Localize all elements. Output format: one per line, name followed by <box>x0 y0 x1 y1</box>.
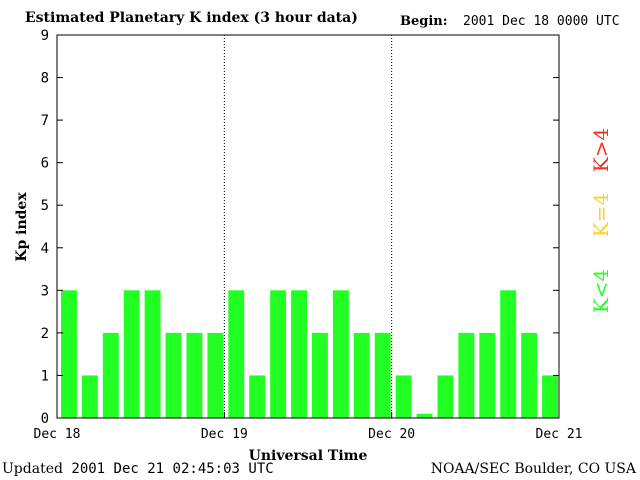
kp-bar <box>479 332 496 418</box>
y-tick-label: 9 <box>41 28 49 44</box>
updated-timestamp: Updated 2001 Dec 21 02:45:03 UTC <box>2 461 274 477</box>
legend-equal: K=4 <box>589 192 613 238</box>
plot-frame <box>56 34 560 419</box>
updated-value: 2001 Dec 21 02:45:03 UTC <box>71 461 274 477</box>
kp-bar <box>270 290 287 418</box>
x-tick-label: Dec 20 <box>368 427 415 442</box>
updated-label: Updated <box>2 461 63 477</box>
chart-title: Estimated Planetary K index (3 hour data… <box>25 10 358 26</box>
x-axis-label: Universal Time <box>248 448 368 464</box>
y-tick-label: 4 <box>41 241 49 257</box>
kp-bar <box>81 375 98 418</box>
kp-bar <box>186 332 203 418</box>
y-axis-label: Kp index <box>14 192 30 262</box>
y-tick-label: 5 <box>41 198 49 214</box>
kp-bar <box>61 290 77 418</box>
kp-bar <box>249 375 266 418</box>
kp-bar <box>332 290 349 418</box>
kp-bar <box>542 375 558 418</box>
kp-bar <box>291 290 307 418</box>
credit-text: NOAA/SEC Boulder, CO USA <box>430 461 636 477</box>
kp-bar <box>102 332 119 418</box>
y-tick-label: 3 <box>41 283 49 299</box>
x-tick-label: Dec 21 <box>536 427 583 442</box>
kp-bar <box>458 332 475 418</box>
kp-bar <box>395 375 412 418</box>
x-tick-label: Dec 18 <box>34 427 81 442</box>
y-tick-label: 6 <box>41 156 49 172</box>
begin-label: Begin: <box>400 14 448 29</box>
x-tick-label: Dec 19 <box>201 427 248 442</box>
kp-bar <box>144 290 161 418</box>
begin-value: 2001 Dec 18 0000 UTC <box>463 14 620 29</box>
kp-bar <box>228 290 245 418</box>
kp-bar <box>500 290 517 418</box>
y-tick-label: 2 <box>41 326 49 342</box>
y-tick-label: 7 <box>41 113 49 129</box>
kp-bar <box>521 332 538 418</box>
y-tick-label: 1 <box>41 368 49 384</box>
kp-bar <box>312 332 328 418</box>
legend-low: K<4 <box>589 268 613 314</box>
kp-bar <box>165 332 182 418</box>
kp-bar <box>437 375 454 418</box>
y-tick-label: 8 <box>41 71 49 87</box>
kp-bar <box>207 332 224 418</box>
y-tick-label: 0 <box>41 411 49 427</box>
kp-bar <box>353 332 370 418</box>
legend-high: K>4 <box>589 127 613 173</box>
kp-bar <box>374 332 391 418</box>
kp-bar <box>123 290 140 418</box>
kp-bar <box>416 413 433 418</box>
